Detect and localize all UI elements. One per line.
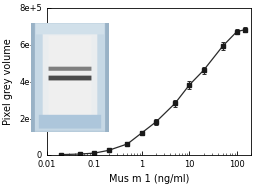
X-axis label: Mus m 1 (ng/ml): Mus m 1 (ng/ml) xyxy=(109,174,189,184)
Y-axis label: Pixel grey volume: Pixel grey volume xyxy=(3,38,13,125)
